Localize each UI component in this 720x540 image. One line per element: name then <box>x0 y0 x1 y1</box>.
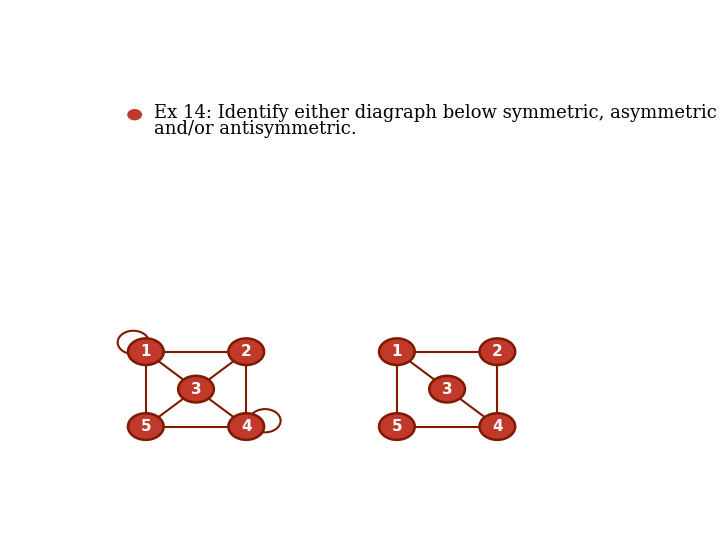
Circle shape <box>128 339 163 365</box>
Circle shape <box>228 413 264 440</box>
Text: 5: 5 <box>140 419 151 434</box>
Text: and/or antisymmetric.: and/or antisymmetric. <box>154 120 357 138</box>
Circle shape <box>178 376 214 402</box>
Circle shape <box>128 413 163 440</box>
Text: 1: 1 <box>392 344 402 359</box>
Text: 3: 3 <box>191 382 202 396</box>
Text: 4: 4 <box>241 419 251 434</box>
Circle shape <box>379 413 415 440</box>
Text: Ex 14: Identify either diagraph below symmetric, asymmetric: Ex 14: Identify either diagraph below sy… <box>154 104 717 122</box>
Text: 4: 4 <box>492 419 503 434</box>
Circle shape <box>379 339 415 365</box>
Text: 3: 3 <box>442 382 452 396</box>
Circle shape <box>228 339 264 365</box>
Text: 2: 2 <box>241 344 251 359</box>
Circle shape <box>480 339 516 365</box>
Text: 2: 2 <box>492 344 503 359</box>
Circle shape <box>429 376 465 402</box>
Circle shape <box>128 110 141 120</box>
Text: 5: 5 <box>392 419 402 434</box>
Text: 1: 1 <box>140 344 151 359</box>
Circle shape <box>480 413 516 440</box>
